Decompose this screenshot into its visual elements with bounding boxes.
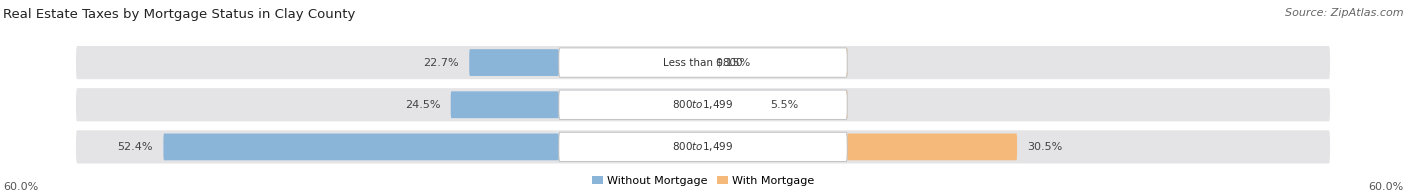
Text: 5.5%: 5.5% [770, 100, 799, 110]
Text: Less than $800: Less than $800 [664, 58, 742, 68]
Text: 30.5%: 30.5% [1028, 142, 1063, 152]
Text: $800 to $1,499: $800 to $1,499 [672, 140, 734, 153]
Text: 0.15%: 0.15% [714, 58, 749, 68]
FancyBboxPatch shape [75, 129, 1331, 164]
Legend: Without Mortgage, With Mortgage: Without Mortgage, With Mortgage [588, 172, 818, 191]
FancyBboxPatch shape [451, 91, 558, 118]
FancyBboxPatch shape [558, 48, 848, 77]
Text: 60.0%: 60.0% [1368, 182, 1403, 192]
Text: Real Estate Taxes by Mortgage Status in Clay County: Real Estate Taxes by Mortgage Status in … [3, 8, 356, 21]
FancyBboxPatch shape [75, 45, 1331, 80]
Text: 60.0%: 60.0% [3, 182, 38, 192]
FancyBboxPatch shape [75, 87, 1331, 122]
Text: 24.5%: 24.5% [405, 100, 440, 110]
FancyBboxPatch shape [163, 133, 558, 160]
Text: $800 to $1,499: $800 to $1,499 [672, 98, 734, 111]
Text: 52.4%: 52.4% [118, 142, 153, 152]
Text: 22.7%: 22.7% [423, 58, 458, 68]
FancyBboxPatch shape [759, 91, 848, 118]
FancyBboxPatch shape [704, 49, 848, 76]
Text: Source: ZipAtlas.com: Source: ZipAtlas.com [1285, 8, 1403, 18]
FancyBboxPatch shape [558, 90, 848, 119]
FancyBboxPatch shape [848, 133, 1017, 160]
FancyBboxPatch shape [470, 49, 558, 76]
FancyBboxPatch shape [558, 132, 848, 162]
